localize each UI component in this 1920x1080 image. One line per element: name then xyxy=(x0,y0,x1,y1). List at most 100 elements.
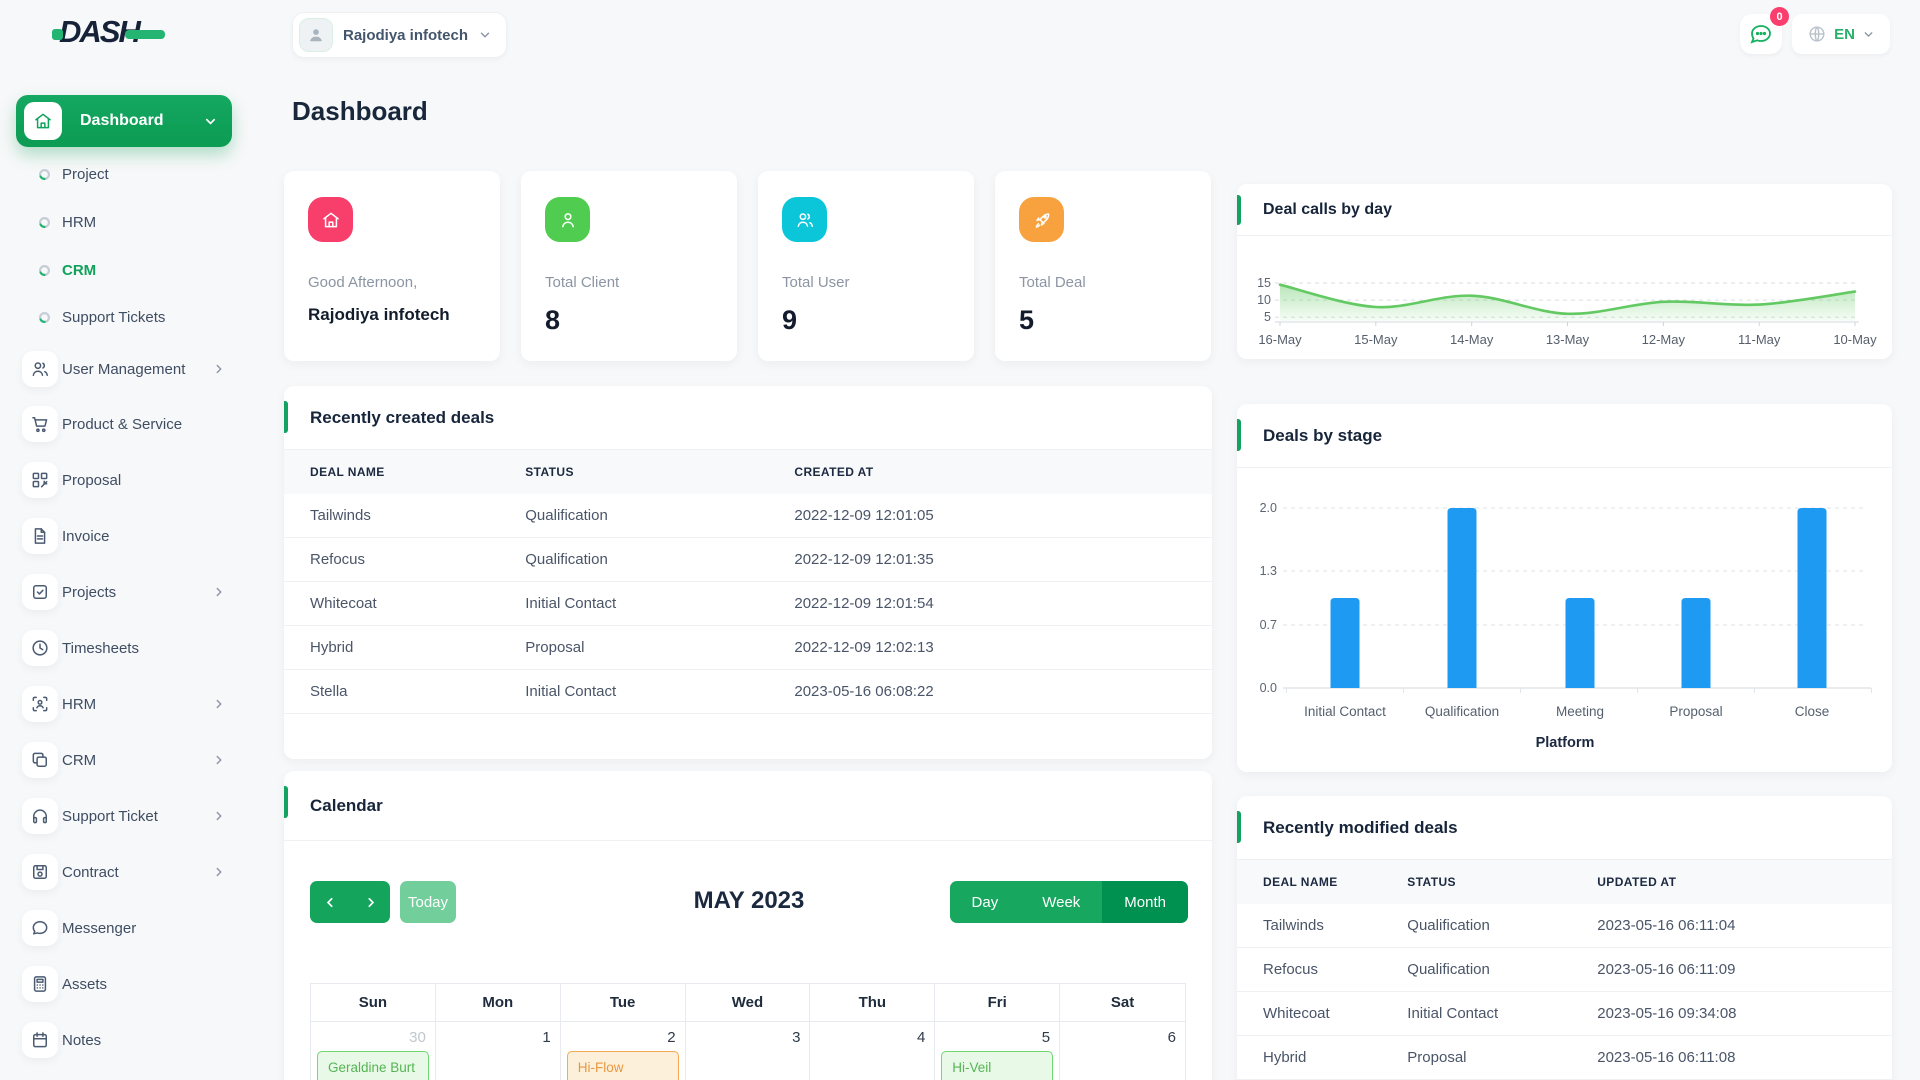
sidebar-item-label: Product & Service xyxy=(62,415,183,433)
sidebar-item-dashboard[interactable]: Dashboard xyxy=(16,95,232,147)
stat-card-total-client: Total Client 8 xyxy=(521,171,737,361)
calendar-day-cell[interactable]: 3 xyxy=(686,1022,811,1080)
column-header: DEAL NAME xyxy=(1263,875,1338,889)
card-header: Recently modified deals xyxy=(1237,796,1892,860)
file-icon xyxy=(22,518,58,554)
sidebar-item-contract[interactable]: Contract xyxy=(0,852,256,892)
column-header: UPDATED AT xyxy=(1597,875,1677,889)
chevron-right-icon xyxy=(212,697,226,711)
language-selector[interactable]: EN xyxy=(1792,14,1890,54)
table-cell: Initial Contact xyxy=(1407,1005,1499,1022)
svg-text:10-May: 10-May xyxy=(1833,332,1877,347)
calendar-toolbar: Today MAY 2023 Day Week Month xyxy=(310,881,1188,923)
card-title: Recently modified deals xyxy=(1263,817,1458,837)
calendar-day-cell[interactable]: 5 Hi-Veil xyxy=(935,1022,1061,1080)
sidebar-item-crm[interactable]: CRM xyxy=(0,740,256,780)
svg-text:1.3: 1.3 xyxy=(1260,564,1277,578)
svg-text:Platform: Platform xyxy=(1536,735,1595,751)
calculator-icon xyxy=(22,966,58,1002)
table-cell: 2023-05-16 06:11:09 xyxy=(1597,961,1736,978)
chat-bubble-icon xyxy=(1750,25,1771,44)
sidebar-item-invoice[interactable]: Invoice xyxy=(0,516,256,556)
calendar-day-cell[interactable]: 6 xyxy=(1060,1022,1185,1080)
sidebar-item-label: Project xyxy=(62,165,109,183)
table-row: Tailwinds Qualification 2023-05-16 06:11:0… xyxy=(1237,904,1892,948)
sidebar-item-support-tickets[interactable]: Support Tickets xyxy=(0,297,256,337)
calendar-prev-button[interactable] xyxy=(310,881,350,923)
calendar-nav-group xyxy=(310,881,390,923)
calendar-event[interactable]: Hi-Flow xyxy=(566,1051,679,1080)
chevron-down-icon xyxy=(1864,31,1873,37)
language-code: EN xyxy=(1834,25,1855,43)
column-header: STATUS xyxy=(1407,875,1456,889)
chevron-down-icon xyxy=(203,114,218,129)
accent-bar xyxy=(1237,195,1241,225)
sidebar-item-user-management[interactable]: User Management xyxy=(0,349,256,389)
sidebar-item-label: Support Tickets xyxy=(62,308,166,326)
sidebar-item-label: Invoice xyxy=(62,527,110,545)
chevron-left-icon xyxy=(326,897,333,907)
table-row: Stella Initial Contact 2023-05-16 06:08:22 xyxy=(284,670,1212,714)
home-icon xyxy=(24,102,62,140)
sidebar-item-label: Dashboard xyxy=(80,112,164,129)
copy-icon xyxy=(22,742,58,778)
sidebar-item-projects[interactable]: Projects xyxy=(0,572,256,612)
sidebar-item-label: HRM xyxy=(62,213,97,231)
calendar-view-day[interactable]: Day xyxy=(949,881,1021,923)
sidebar-item-label: Notes xyxy=(62,1031,102,1049)
table-row: Refocus Qualification 2022-12-09 12:01:35 xyxy=(284,538,1212,582)
stat-cards: Good Afternoon, Rajodiya infotech Total … xyxy=(284,171,1212,361)
table-row: Hybrid Proposal 2022-12-09 12:02:13 xyxy=(284,626,1212,670)
recently-modified-deals-card: Recently modified deals DEAL NAME STATUS U… xyxy=(1237,796,1892,1080)
company-name: Rajodiya infotech xyxy=(343,26,469,44)
calendar-view-month[interactable]: Month xyxy=(1102,881,1188,923)
sidebar-item-project[interactable]: Project xyxy=(0,154,256,194)
calendar-day-cell[interactable]: 4 xyxy=(810,1022,936,1080)
stat-label: Total Client xyxy=(545,274,620,291)
sidebar-item-assets[interactable]: Assets xyxy=(0,964,256,1004)
table-cell: Qualification xyxy=(525,551,608,568)
sidebar-item-proposal[interactable]: Proposal xyxy=(0,460,256,500)
table-cell: Tailwinds xyxy=(310,507,371,524)
calendar-date-number: 2 xyxy=(667,1029,676,1046)
calendar-day-header: Sun xyxy=(311,984,436,1022)
card-header: Calendar xyxy=(284,771,1212,841)
sidebar-item-label: Projects xyxy=(62,583,117,601)
notifications-button[interactable]: 0 xyxy=(1740,7,1789,54)
svg-text:Meeting: Meeting xyxy=(1556,704,1604,719)
calendar-icon xyxy=(22,1022,58,1058)
table-cell: Qualification xyxy=(525,507,608,524)
sidebar-item-support-ticket[interactable]: Support Ticket xyxy=(0,796,256,836)
accent-bar xyxy=(284,786,288,818)
svg-text:Initial Contact: Initial Contact xyxy=(1304,704,1386,719)
calendar-day-cell[interactable]: 2 Hi-Flow xyxy=(561,1022,686,1080)
sidebar-item-crm[interactable]: CRM xyxy=(0,250,256,290)
calendar-event[interactable]: Hi-Veil xyxy=(941,1051,1054,1080)
calendar-date-number: 1 xyxy=(542,1029,551,1046)
svg-text:13-May: 13-May xyxy=(1546,332,1590,347)
calendar-month-title: MAY 2023 xyxy=(693,887,805,914)
company-selector[interactable]: Rajodiya infotech xyxy=(292,12,508,58)
calendar-next-button[interactable] xyxy=(350,881,390,923)
table-cell: Stella xyxy=(310,683,348,700)
calendar-day-header: Wed xyxy=(685,984,811,1022)
stat-card-good-afternoon: Good Afternoon, Rajodiya infotech xyxy=(284,171,500,361)
sidebar-item-notes[interactable]: Notes xyxy=(0,1020,256,1060)
sidebar-item-hrm[interactable]: HRM xyxy=(0,684,256,724)
sidebar-item-hrm[interactable]: HRM xyxy=(0,202,256,242)
app-logo[interactable]: DASH xyxy=(52,14,165,50)
calendar-day-cell[interactable]: 30 Geraldine Burt xyxy=(311,1022,436,1080)
sidebar-item-messenger[interactable]: Messenger xyxy=(0,908,256,948)
notification-badge: 0 xyxy=(1770,7,1789,26)
calendar-today-button[interactable]: Today xyxy=(400,881,456,923)
sidebar-item-product-service[interactable]: Product & Service xyxy=(0,404,256,444)
calendar-event[interactable]: Geraldine Burt xyxy=(317,1051,429,1080)
check-square-icon xyxy=(22,574,58,610)
table-cell: Hybrid xyxy=(1263,1049,1307,1066)
calendar-view-week[interactable]: Week xyxy=(1020,881,1103,923)
table-row: Tailwinds Qualification 2022-12-09 12:01:0… xyxy=(284,494,1212,538)
accent-bar xyxy=(1237,419,1241,451)
sidebar-item-timesheets[interactable]: Timesheets xyxy=(0,628,256,668)
save-icon xyxy=(22,854,58,890)
calendar-day-cell[interactable]: 1 xyxy=(436,1022,561,1080)
